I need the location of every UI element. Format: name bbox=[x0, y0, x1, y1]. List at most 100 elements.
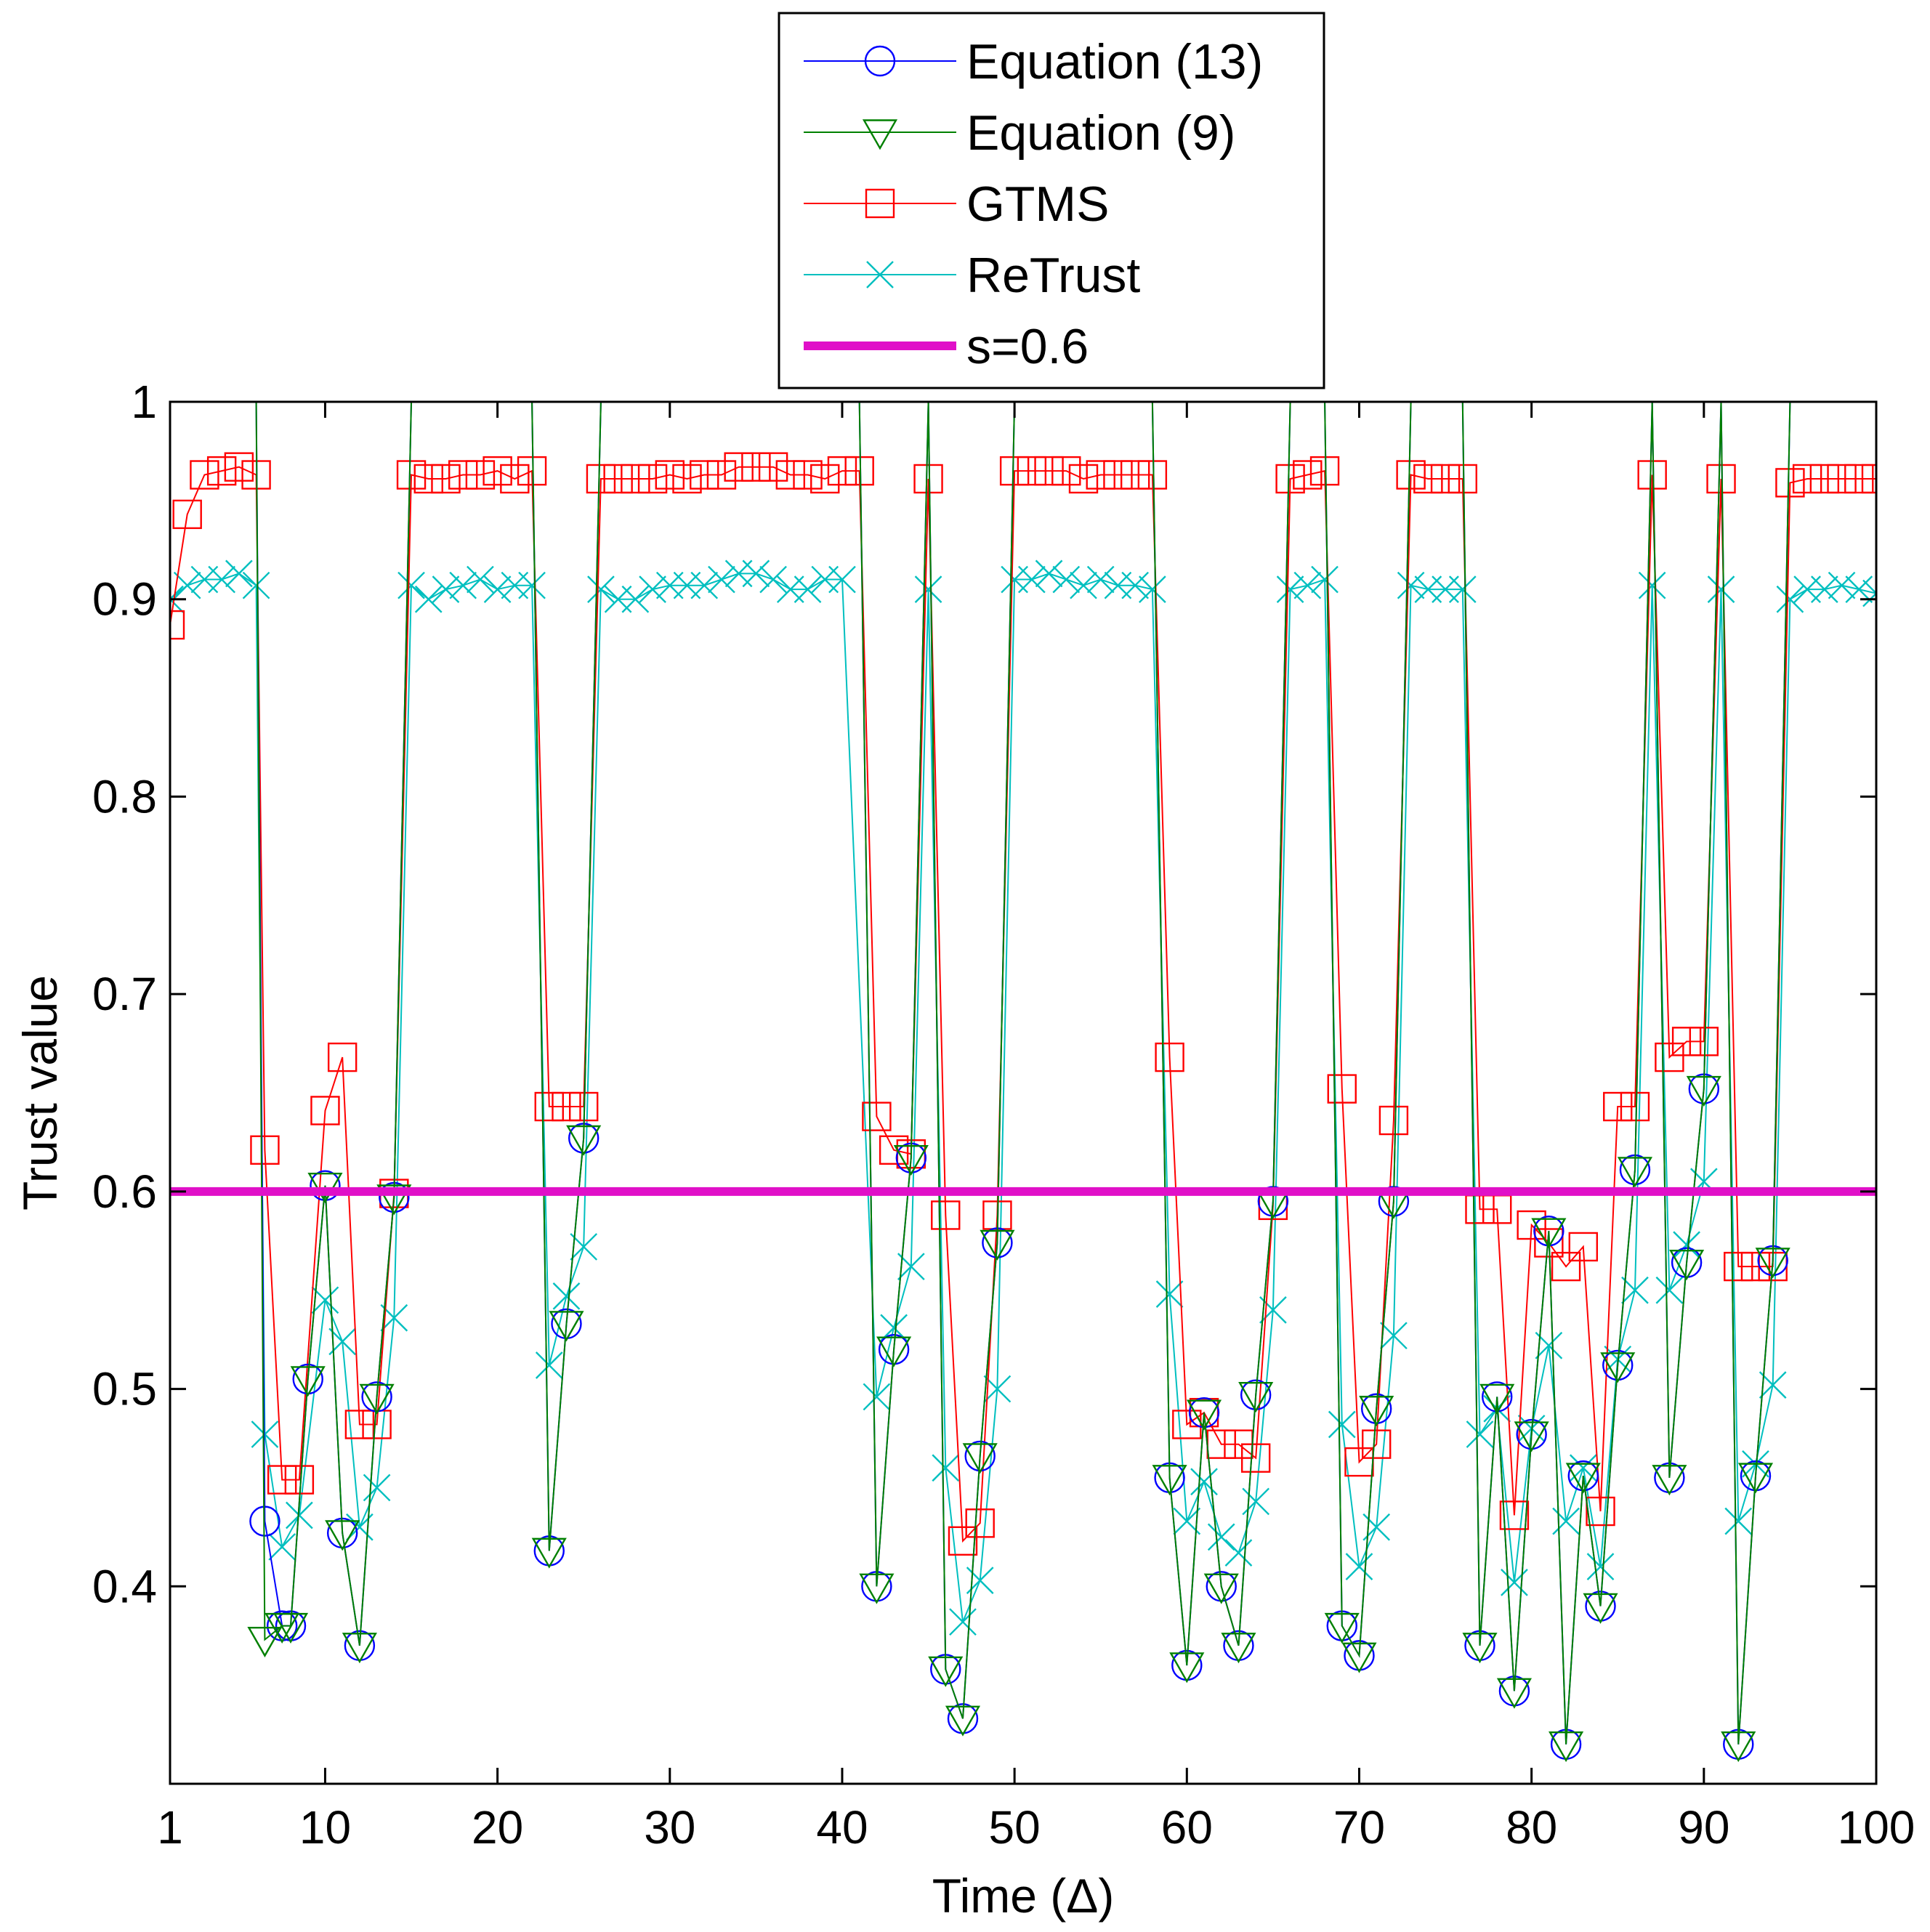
data-point bbox=[1755, 1248, 1790, 1279]
data-point bbox=[1035, 559, 1063, 588]
data-point bbox=[1086, 565, 1115, 594]
x-tick-label: 20 bbox=[472, 1801, 523, 1854]
data-point bbox=[1531, 1218, 1567, 1249]
data-point bbox=[242, 571, 270, 599]
data-point bbox=[1706, 464, 1736, 494]
data-point bbox=[1621, 1276, 1649, 1304]
data-point bbox=[949, 1608, 977, 1636]
legend-entry: ReTrust bbox=[804, 248, 1140, 303]
data-point bbox=[863, 1383, 891, 1411]
data-point bbox=[1496, 1678, 1533, 1709]
axes-box bbox=[169, 400, 1878, 1785]
data-point bbox=[531, 1537, 567, 1569]
data-point bbox=[552, 1282, 581, 1310]
data-point bbox=[827, 456, 857, 486]
data-point bbox=[1549, 1731, 1584, 1763]
data-point bbox=[1809, 464, 1840, 494]
data-point bbox=[1844, 464, 1874, 494]
data-point bbox=[1686, 1075, 1721, 1107]
data-point bbox=[1740, 1251, 1771, 1282]
data-point bbox=[247, 1626, 283, 1658]
data-point bbox=[1586, 1553, 1615, 1580]
data-point bbox=[1466, 1420, 1494, 1448]
data-point bbox=[932, 1454, 960, 1482]
tick-layer: 1 10 20 30 40 50 60 70 80 90 100 0.4 0.5 0.6 0.7 0.8 0.9… bbox=[92, 376, 1915, 1854]
data-point bbox=[759, 565, 787, 594]
data-point bbox=[1120, 460, 1150, 490]
data-point bbox=[535, 1351, 563, 1379]
data-point bbox=[1051, 456, 1081, 486]
data-point bbox=[1586, 1496, 1615, 1527]
data-point bbox=[376, 1184, 412, 1216]
x-tick-label: 90 bbox=[1678, 1801, 1729, 1854]
data-point bbox=[793, 460, 823, 490]
data-point bbox=[1345, 1553, 1373, 1580]
data-point bbox=[794, 575, 822, 603]
x-tick-label: 30 bbox=[644, 1801, 695, 1854]
data-point bbox=[1293, 460, 1323, 490]
data-point bbox=[325, 1520, 360, 1551]
data-point bbox=[1551, 1251, 1581, 1282]
data-point bbox=[1396, 460, 1426, 490]
legend-marker bbox=[862, 119, 898, 150]
x-tick-label: 10 bbox=[299, 1801, 351, 1854]
legend: Equation (13) Equation (9) GTMS ReTrust s=0.… bbox=[778, 12, 1325, 389]
data-point bbox=[1637, 460, 1667, 490]
x-tick-label: 50 bbox=[989, 1801, 1041, 1854]
data-point bbox=[1479, 1383, 1515, 1415]
data-point bbox=[250, 1135, 280, 1165]
y-tick-label: 0.4 bbox=[92, 1560, 157, 1612]
data-point bbox=[396, 460, 427, 490]
data-point bbox=[1655, 1276, 1684, 1304]
data-point bbox=[1448, 464, 1477, 494]
data-point bbox=[432, 575, 460, 603]
data-point bbox=[621, 464, 650, 494]
data-point bbox=[1620, 1091, 1650, 1122]
data-point bbox=[1776, 585, 1804, 613]
data-point bbox=[586, 464, 616, 494]
data-point bbox=[208, 565, 236, 594]
data-point bbox=[706, 460, 737, 490]
data-point bbox=[758, 452, 788, 482]
data-point bbox=[1362, 1429, 1392, 1459]
x-tick-label: 60 bbox=[1161, 1801, 1213, 1854]
legend-marker bbox=[864, 45, 896, 77]
data-point bbox=[170, 585, 184, 613]
y-tick-label: 1 bbox=[131, 376, 157, 428]
data-point bbox=[1652, 1465, 1687, 1496]
data-point bbox=[1207, 1523, 1235, 1551]
legend-marker bbox=[866, 261, 894, 288]
data-point bbox=[566, 1125, 602, 1156]
data-point bbox=[1724, 1507, 1753, 1535]
data-point bbox=[1721, 1731, 1756, 1763]
data-point bbox=[914, 575, 942, 603]
data-point bbox=[397, 571, 425, 599]
data-point bbox=[879, 1135, 909, 1165]
data-point bbox=[999, 456, 1030, 486]
data-point bbox=[672, 464, 702, 494]
data-point bbox=[1293, 571, 1322, 599]
data-point bbox=[1501, 1569, 1528, 1596]
data-point bbox=[948, 1526, 978, 1556]
data-point bbox=[1689, 1027, 1719, 1056]
data-point bbox=[893, 1144, 929, 1176]
data-point bbox=[1775, 468, 1805, 498]
data-point bbox=[1139, 575, 1166, 603]
data-point bbox=[1514, 1421, 1549, 1452]
data-point bbox=[876, 1336, 912, 1367]
legend-label: s=0.6 bbox=[966, 319, 1089, 374]
data-point bbox=[1673, 1231, 1700, 1259]
data-point bbox=[1792, 464, 1822, 494]
data-point bbox=[1034, 456, 1064, 486]
data-point bbox=[1603, 1091, 1633, 1122]
data-point bbox=[1671, 1027, 1702, 1056]
data-point bbox=[342, 1633, 377, 1664]
data-point bbox=[1517, 1210, 1546, 1240]
data-point bbox=[1568, 1232, 1599, 1262]
data-point bbox=[639, 575, 666, 603]
data-point bbox=[1378, 1105, 1409, 1136]
data-point bbox=[1121, 571, 1150, 599]
y-tick-label: 0.6 bbox=[92, 1165, 157, 1218]
data-point bbox=[690, 571, 719, 599]
data-point bbox=[928, 1656, 964, 1687]
